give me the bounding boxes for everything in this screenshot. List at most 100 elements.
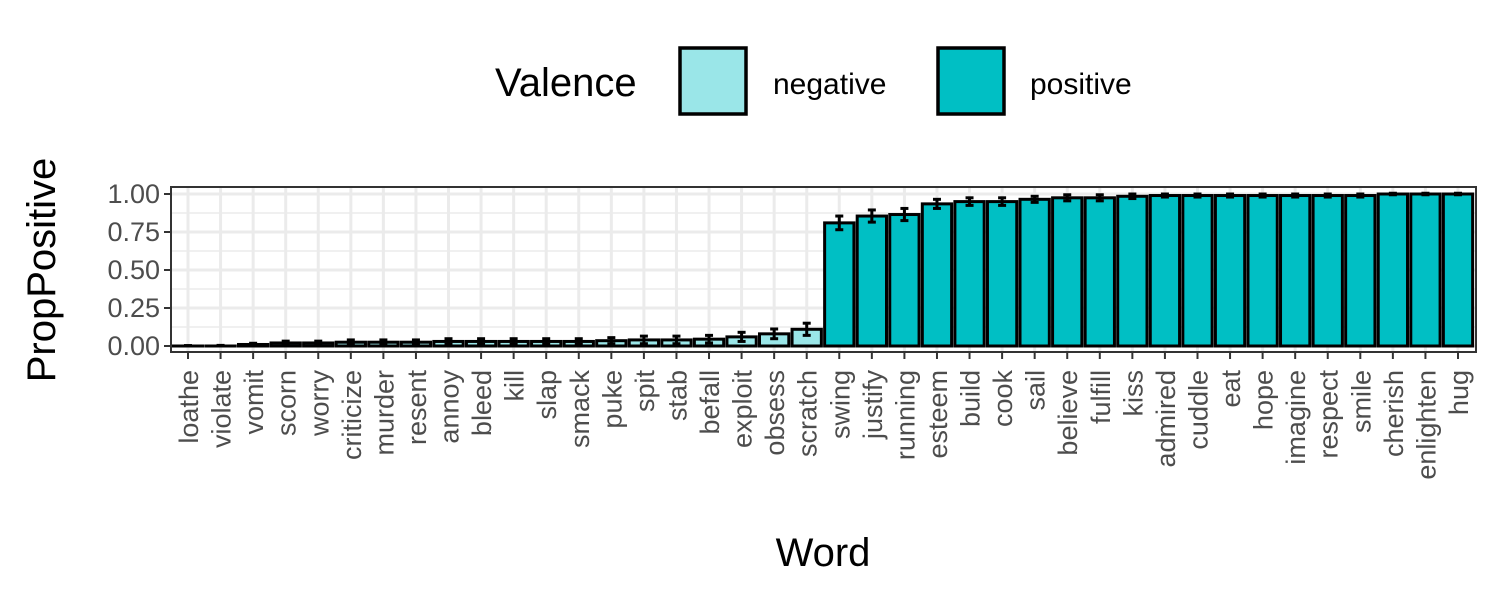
error-bar-slap [542,337,551,346]
bars [171,192,1475,348]
x-axis-title: Word [776,531,871,575]
bar-hope [1246,194,1279,348]
x-axis: loathe violate vomit scorn worry criticize mur… [174,352,1474,480]
error-bar-enlighten [1421,191,1430,197]
error-bars [184,191,1462,348]
error-bar-eat [1226,192,1235,199]
error-bar-befall [705,333,714,345]
error-bar-sail [1030,194,1039,204]
x-tick-label-vomit: vomit [239,370,269,435]
x-tick-label-scratch: scratch [793,370,823,457]
y-tick-label: 1.00 [107,179,160,209]
error-bar-imagine [1291,192,1300,199]
x-tick-label-sail: sail [1021,370,1051,411]
error-bar-cuddle [1193,192,1202,199]
error-bar-swing [835,214,844,232]
x-tick-label-hope: hope [1249,370,1279,430]
x-tick-label-swing: swing [825,370,855,439]
x-tick-label-obsess: obsess [760,370,790,456]
y-axis: 0.00 0.25 0.50 0.75 1.00 [107,179,171,361]
bar-cherish [1376,192,1410,348]
bar-build [953,200,986,348]
error-bar-smile [1356,192,1365,199]
legend: Valence negative positive [495,46,1132,116]
x-tick-label-violate: violate [207,370,237,448]
bar-esteem [920,202,954,348]
x-tick-label-slap: slap [532,370,562,420]
x-tick-label-smile: smile [1346,370,1376,433]
x-tick-label-resent: resent [402,370,432,446]
x-tick-label-cuddle: cuddle [1183,370,1213,450]
y-axis-title: PropPositive [20,158,64,383]
error-bar-fulfill [1095,193,1104,203]
error-bar-bleed [477,337,486,346]
x-tick-label-stab: stab [662,370,692,421]
bar-sail [1018,197,1051,348]
error-bar-cook [998,196,1007,207]
error-bar-puke [607,336,616,346]
bar-smile [1344,194,1377,348]
x-tick-label-spit: spit [630,370,660,413]
x-tick-label-enlighten: enlighten [1411,370,1441,480]
error-bar-esteem [932,197,941,210]
error-bar-scorn [281,339,290,347]
x-tick-label-worry: worry [304,370,334,437]
x-tick-label-befall: befall [695,370,725,435]
error-bar-stab [672,334,681,346]
legend-label-positive: positive [1030,68,1132,101]
x-tick-label-eat: eat [1216,370,1246,408]
x-tick-label-annoy: annoy [435,370,465,444]
y-tick-label: 0.25 [107,293,160,323]
error-bar-believe [1063,193,1072,203]
x-tick-label-admired: admired [1151,370,1181,468]
bar-eat [1213,194,1247,348]
error-bar-hug [1454,191,1462,197]
x-tick-label-puke: puke [597,370,627,429]
error-bar-build [965,196,974,207]
bar-admired [1148,194,1182,348]
x-tick-label-imagine: imagine [1281,370,1311,465]
x-tick-label-cook: cook [988,370,1018,428]
x-tick-label-criticize: criticize [337,370,367,460]
bar-justify [855,214,889,348]
error-bar-justify [867,208,876,224]
legend-label-negative: negative [773,68,886,101]
error-bar-admired [1160,192,1169,199]
error-bar-spit [639,334,648,346]
x-tick-label-hug: hug [1444,370,1474,415]
error-bar-smack [574,337,583,346]
bar-believe [1051,196,1084,348]
x-tick-label-kill: kill [500,370,530,402]
x-tick-label-believe: believe [1053,370,1083,456]
x-tick-label-murder: murder [369,370,399,456]
x-tick-label-smack: smack [565,370,595,449]
error-bar-obsess [770,327,779,341]
error-bar-murder [379,338,388,346]
bar-running [888,213,921,348]
x-tick-label-build: build [956,370,986,427]
error-bar-kiss [1128,192,1137,201]
bar-imagine [1279,194,1312,348]
bar-kiss [1116,194,1149,348]
error-bar-hope [1258,192,1267,199]
error-bar-vomit [249,341,258,348]
error-bar-cherish [1388,191,1397,197]
x-tick-label-bleed: bleed [467,370,497,436]
y-tick-label: 0.75 [107,217,160,247]
x-tick-label-loathe: loathe [174,370,204,444]
error-bar-annoy [444,337,453,346]
bar-respect [1311,194,1344,348]
x-tick-label-esteem: esteem [923,370,953,459]
error-bar-exploit [737,330,746,343]
x-tick-label-exploit: exploit [728,370,758,449]
bar-fulfill [1083,196,1116,348]
error-bar-resent [411,338,420,346]
legend-key-positive [936,46,1006,116]
y-tick-label: 0.00 [107,331,160,361]
bar-cook [985,200,1019,348]
error-bar-violate [216,343,225,348]
x-tick-label-running: running [890,370,920,460]
bar-hug [1441,192,1475,348]
